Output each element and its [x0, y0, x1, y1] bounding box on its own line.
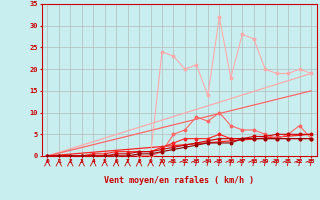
X-axis label: Vent moyen/en rafales ( km/h ): Vent moyen/en rafales ( km/h ): [104, 176, 254, 185]
